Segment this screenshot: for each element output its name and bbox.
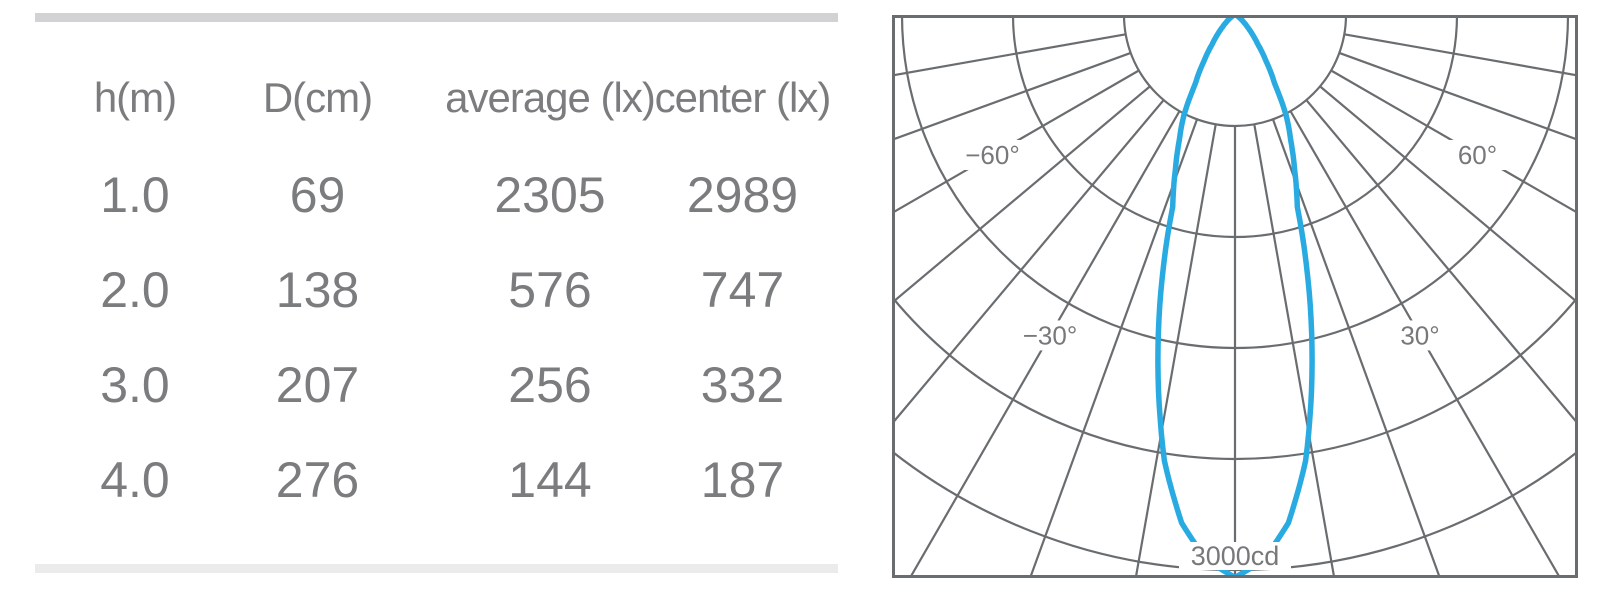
polar-ray — [1253, 124, 1336, 578]
column-header-center: center (lx) — [654, 74, 832, 121]
angle-label-mask — [1013, 320, 1087, 351]
polar-diagram-svg: −60° 60° −30° 30° 3000cd — [892, 15, 1578, 578]
angle-label: −30° — [1023, 320, 1078, 350]
table-row: 4.0 276 144 187 — [0, 450, 860, 510]
polar-intensity-diagram: −60° 60° −30° 30° 3000cd — [892, 15, 1578, 578]
cell-diameter: 69 — [289, 167, 346, 223]
angle-label-mask — [1383, 320, 1457, 351]
cd-ring-label-mask — [1179, 542, 1291, 570]
polar-ray — [892, 69, 1140, 215]
polar-ray — [892, 33, 1126, 77]
polar-ray — [1271, 118, 1442, 578]
angle-label-mask — [1440, 140, 1515, 170]
cell-height: 3.0 — [100, 357, 170, 413]
illuminance-table: h(m) D(cm) average (lx) center (lx) 1.0 … — [0, 13, 860, 573]
diagram-border — [892, 15, 1578, 578]
polar-ray — [1028, 118, 1199, 578]
cell-diameter: 276 — [275, 452, 360, 508]
cell-diameter: 138 — [275, 262, 360, 318]
cell-center: 2989 — [686, 167, 799, 223]
cell-average: 2305 — [494, 167, 606, 223]
cell-average: 256 — [508, 357, 592, 413]
polar-ray — [1338, 51, 1578, 142]
cell-height: 2.0 — [100, 262, 170, 318]
column-header-diameter: D(cm) — [262, 74, 373, 121]
polar-ray — [1344, 33, 1578, 77]
polar-ray — [1134, 124, 1217, 578]
column-header-height: h(m) — [93, 74, 177, 121]
polar-ray — [1319, 85, 1578, 305]
polar-ray — [1330, 69, 1578, 215]
angle-label: 30° — [1400, 320, 1439, 350]
polar-ring — [1122, 15, 1348, 128]
polar-ray — [908, 110, 1181, 578]
cd-ring-label: 3000cd — [1191, 541, 1280, 571]
cell-diameter: 207 — [275, 357, 360, 413]
cell-height: 1.0 — [100, 167, 170, 223]
cell-center: 187 — [700, 452, 785, 508]
table-header-row: h(m) D(cm) average (lx) center (lx) — [0, 68, 860, 128]
table-bottom-divider — [35, 564, 838, 573]
angle-label: 60° — [1458, 140, 1497, 170]
cell-average: 144 — [508, 452, 592, 508]
polar-ray — [1289, 110, 1562, 578]
angle-label-mask — [955, 140, 1030, 170]
column-header-average: average (lx) — [445, 74, 656, 121]
polar-ray — [892, 85, 1151, 305]
cell-center: 747 — [700, 262, 785, 318]
cell-center: 332 — [700, 357, 785, 413]
table-row: 1.0 69 2305 2989 — [0, 165, 860, 225]
table-row: 3.0 207 256 332 — [0, 355, 860, 415]
table-row: 2.0 138 576 747 — [0, 260, 860, 320]
cell-height: 4.0 — [100, 452, 170, 508]
table-top-divider — [35, 13, 838, 22]
cell-average: 576 — [508, 262, 592, 318]
polar-ray — [892, 51, 1132, 142]
angle-label: −60° — [965, 140, 1020, 170]
